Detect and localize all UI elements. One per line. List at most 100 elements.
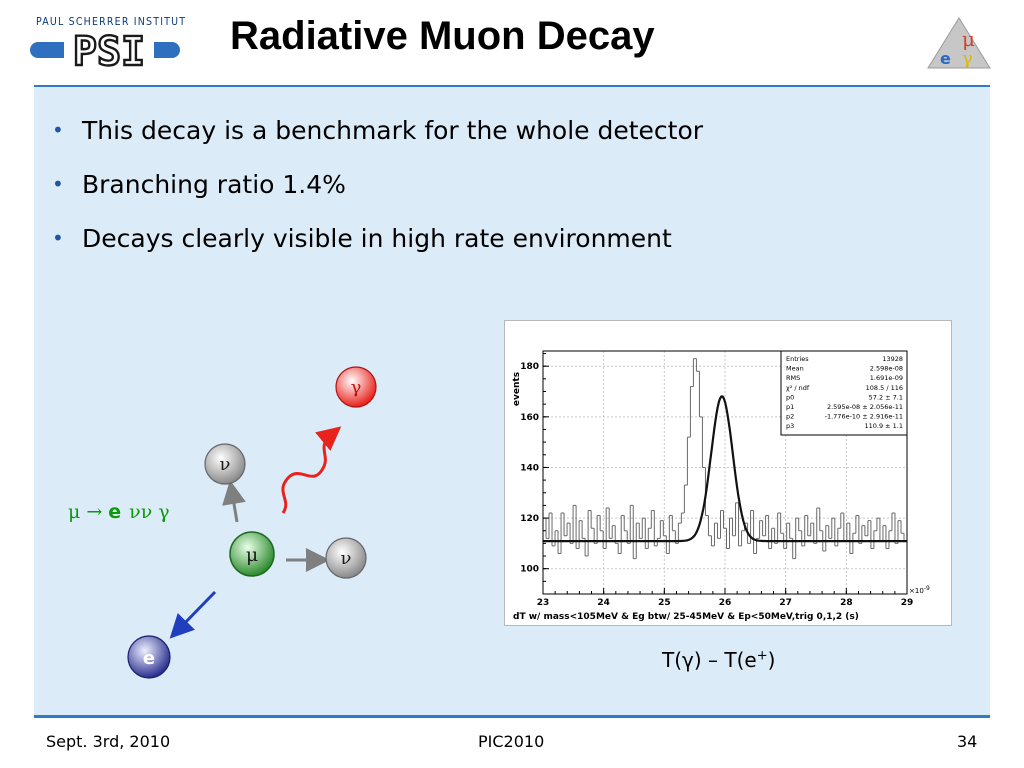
stats-value: 2.598e-08 [870, 365, 903, 373]
photon-wave-arrow [281, 426, 342, 514]
histogram-bin [641, 517, 646, 539]
histogram-bin [620, 515, 625, 554]
histogram-bin [659, 520, 664, 539]
decay-diagram: μ → e νν γ μ ν ν γ e [68, 366, 377, 679]
x-axis-exponent: ×10-9 [909, 585, 930, 595]
psi-logo-icon: PSI [30, 28, 180, 76]
x-tick-label: 25 [658, 598, 671, 608]
bullet-text: Decays clearly visible in high rate envi… [82, 224, 672, 253]
histogram-bin [716, 523, 721, 539]
x-tick-label: 23 [537, 598, 550, 608]
histogram-bin [662, 520, 667, 537]
stats-value: 13928 [882, 355, 903, 363]
histogram-bin [795, 517, 799, 559]
logo-letters: PSI [73, 29, 145, 75]
reaction-formula: μ → e νν γ [68, 501, 170, 523]
histogram-bin [710, 535, 715, 547]
footer-conference: PIC2010 [478, 732, 545, 751]
histogram-bin [738, 502, 742, 547]
stats-key: χ² / ndf [786, 384, 810, 392]
histogram-bin [671, 515, 676, 532]
histogram-bin [828, 525, 832, 539]
histogram-bin [572, 504, 577, 544]
histogram-bin [831, 517, 835, 539]
histogram-bin [837, 527, 841, 546]
x-axis-label: dT w/ mass<105MeV & Eg btw/ 25-45MeV & E… [513, 612, 859, 622]
stats-value: -1.776e-10 ± 2.916e-11 [825, 413, 903, 421]
neutrino-top-label: ν [220, 454, 231, 475]
histogram-bin [798, 518, 802, 532]
histogram-bin [617, 543, 622, 554]
stats-value: 108.5 / 116 [866, 384, 903, 392]
x-tick-label: 29 [901, 598, 914, 608]
fit-curve [543, 395, 907, 543]
histogram-bin [900, 520, 904, 534]
histogram-bin [810, 522, 814, 536]
neutrino-right-particle [325, 537, 367, 579]
histogram-bin [777, 512, 781, 544]
histogram-bin [608, 507, 613, 539]
y-axis-label: events [512, 372, 522, 406]
x-tick-label: 24 [597, 598, 610, 608]
histogram-bin [840, 512, 844, 529]
histogram-bin [632, 505, 637, 560]
histogram-bin [566, 522, 571, 536]
stats-value: 57.2 ± 7.1 [869, 393, 903, 401]
histogram-bin [894, 513, 898, 544]
histogram-bin [560, 512, 565, 554]
histogram-bin [897, 520, 901, 544]
histogram-bin [858, 515, 862, 544]
electron-label: e [143, 648, 155, 669]
bullet-item: • Branching ratio 1.4% [52, 166, 703, 220]
histogram-bin [870, 520, 874, 549]
neutrino-top-arrow [222, 480, 246, 523]
histogram-bin [741, 530, 745, 546]
bullet-dot: • [52, 226, 64, 250]
histogram-bin [554, 530, 559, 546]
bullet-list: • This decay is a benchmark for the whole… [52, 112, 703, 274]
histogram-bin [548, 512, 553, 539]
footer-page-number: 34 [957, 732, 978, 751]
footer-rule [34, 715, 990, 718]
histogram-bin [768, 515, 772, 549]
histogram-bin [623, 515, 628, 532]
histogram-bin [686, 436, 691, 486]
stats-key: p0 [786, 393, 794, 401]
histogram-bin [825, 525, 829, 551]
histogram-bin [885, 525, 889, 549]
histogram-bin [578, 520, 583, 549]
histogram-bin [753, 510, 757, 554]
electron-particle [127, 635, 171, 679]
plot-caption: T(γ) – T(e+) [662, 648, 776, 672]
photon-label: γ [351, 377, 362, 398]
y-tick-label: 120 [520, 514, 539, 524]
histogram-bin [545, 518, 550, 539]
histogram-bin [719, 509, 724, 539]
muon-particle [229, 531, 275, 577]
histogram-bin [864, 525, 868, 537]
bullet-text: This decay is a benchmark for the whole … [82, 116, 704, 145]
electron-arrow [169, 590, 217, 639]
histogram-bin [780, 513, 784, 534]
histogram-bin [807, 515, 811, 537]
histogram-bin [590, 510, 595, 529]
histogram-bin [611, 525, 616, 539]
y-tick-label: 160 [520, 413, 539, 423]
stats-value: 2.595e-08 ± 2.056e-11 [827, 403, 903, 411]
histogram-bin [855, 515, 859, 534]
logo-institute-text: PAUL SCHERRER INSTITUT [36, 16, 187, 28]
histogram-bin [707, 515, 712, 537]
x-tick-label: 26 [719, 598, 732, 608]
stats-key: p1 [786, 403, 794, 411]
page-title: Radiative Muon Decay [230, 14, 655, 58]
histogram-bin [587, 509, 592, 557]
histogram-bin [638, 523, 643, 539]
histogram-bin [668, 515, 673, 554]
histogram-bin [692, 358, 697, 387]
histogram-bin [653, 510, 658, 547]
stats-key: Entries [786, 355, 809, 363]
histogram-bin [563, 513, 568, 537]
histogram-bin [683, 484, 688, 513]
histogram-bin [732, 518, 736, 537]
histogram-bin [602, 530, 607, 549]
